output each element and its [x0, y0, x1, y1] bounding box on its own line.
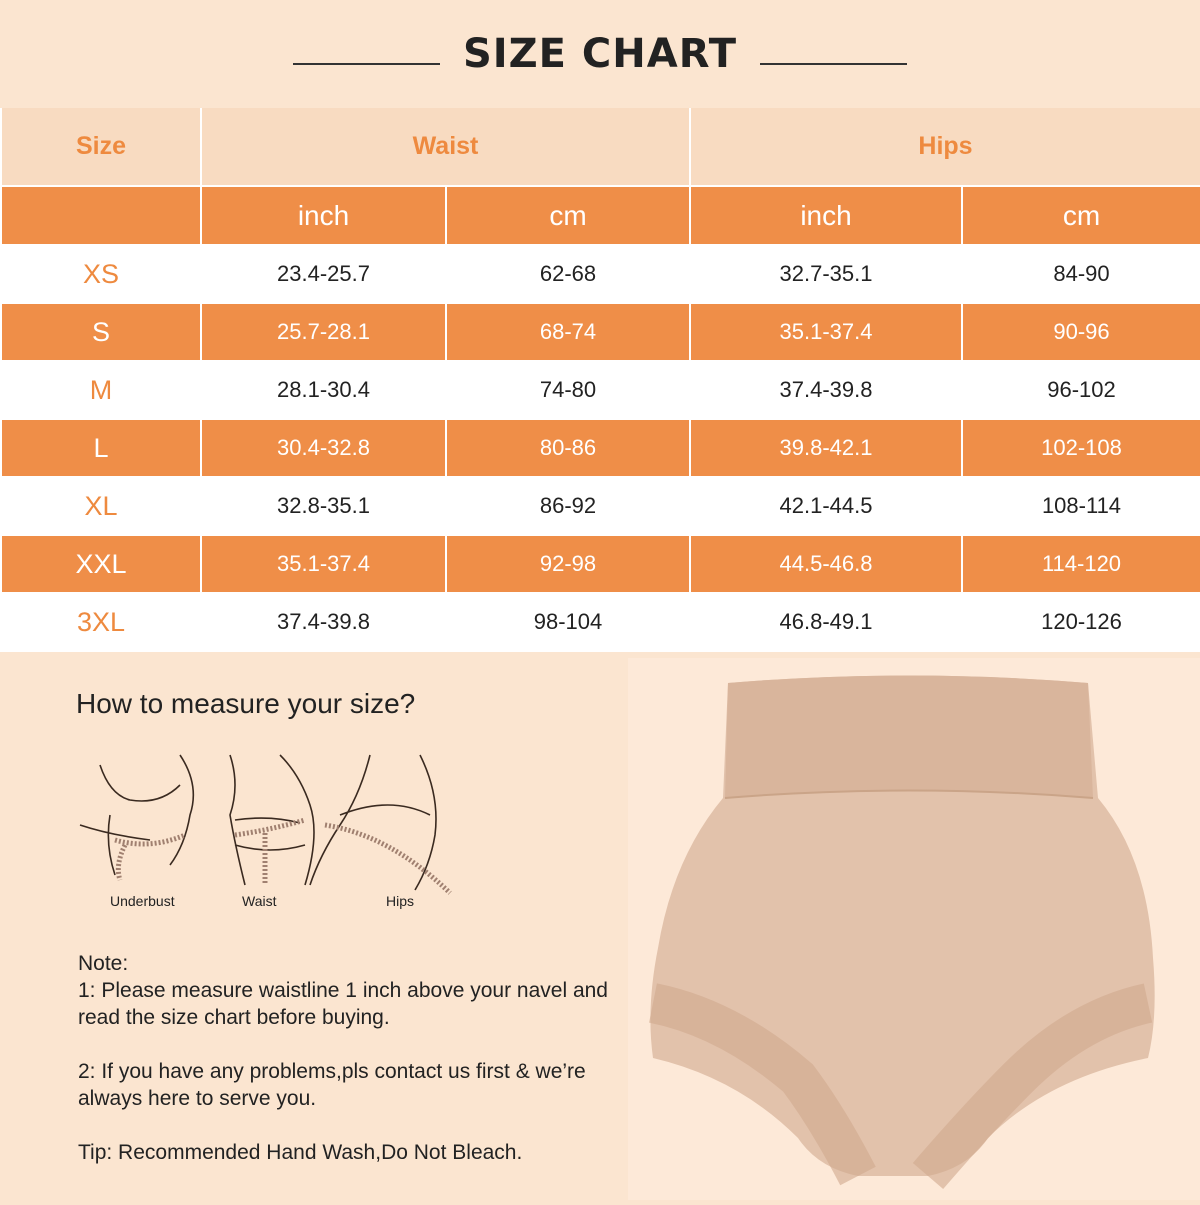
table-row: XL 32.8-35.1 86-92 42.1-44.5 108-114	[0, 476, 1200, 536]
size-cell: S	[0, 302, 202, 362]
unit-waist-inch: inch	[200, 185, 447, 246]
hips-inch-cell: 46.8-49.1	[689, 592, 963, 652]
waist-cm-cell: 98-104	[445, 592, 691, 652]
table-row: 3XL 37.4-39.8 98-104 46.8-49.1 120-126	[0, 592, 1200, 652]
header-waist: Waist	[200, 108, 691, 187]
waist-inch-cell: 37.4-39.8	[200, 592, 447, 652]
hips-cm-cell: 120-126	[961, 592, 1200, 652]
header-hips: Hips	[689, 108, 1200, 187]
waist-cm-cell: 62-68	[445, 244, 691, 304]
hips-inch-cell: 42.1-44.5	[689, 476, 963, 536]
table-row: XXL 35.1-37.4 92-98 44.5-46.8 114-120	[0, 534, 1200, 594]
waist-cm-cell: 80-86	[445, 418, 691, 478]
unit-hips-inch: inch	[689, 185, 963, 246]
hips-inch-cell: 35.1-37.4	[689, 302, 963, 362]
unit-blank	[0, 185, 202, 246]
hips-inch-cell: 39.8-42.1	[689, 418, 963, 478]
measure-heading: How to measure your size?	[76, 688, 416, 719]
unit-row: inch cm inch cm	[0, 185, 1200, 246]
waist-cm-cell: 86-92	[445, 476, 691, 536]
measure-section: How to measure your size?	[76, 688, 596, 720]
header-row: Size Waist Hips	[0, 108, 1200, 187]
size-cell: M	[0, 360, 202, 420]
title-divider-right	[760, 63, 907, 65]
title-divider-left	[293, 63, 440, 65]
page-title: SIZE CHART	[462, 31, 738, 77]
waist-inch-cell: 25.7-28.1	[200, 302, 447, 362]
hips-cm-cell: 90-96	[961, 302, 1200, 362]
hips-cm-cell: 84-90	[961, 244, 1200, 304]
hips-inch-cell: 44.5-46.8	[689, 534, 963, 594]
hips-inch-cell: 32.7-35.1	[689, 244, 963, 304]
waist-inch-cell: 28.1-30.4	[200, 360, 447, 420]
table-row: M 28.1-30.4 74-80 37.4-39.8 96-102	[0, 360, 1200, 420]
size-table: Size Waist Hips inch cm inch cm XS 23.4-2…	[0, 108, 1200, 652]
unit-hips-cm: cm	[961, 185, 1200, 246]
title-bar: SIZE CHART	[0, 0, 1200, 108]
header-size: Size	[0, 108, 202, 187]
measure-illustration: Underbust Waist Hips	[70, 745, 470, 925]
waist-inch-cell: 35.1-37.4	[200, 534, 447, 594]
product-photo	[628, 658, 1200, 1200]
hips-inch-cell: 37.4-39.8	[689, 360, 963, 420]
waist-cm-cell: 68-74	[445, 302, 691, 362]
hips-cm-cell: 102-108	[961, 418, 1200, 478]
size-cell: XL	[0, 476, 202, 536]
hips-cm-cell: 114-120	[961, 534, 1200, 594]
size-cell: XS	[0, 244, 202, 304]
size-cell: L	[0, 418, 202, 478]
unit-waist-cm: cm	[445, 185, 691, 246]
note-tip: Tip: Recommended Hand Wash,Do Not Bleach…	[78, 1141, 523, 1164]
waist-inch-cell: 30.4-32.8	[200, 418, 447, 478]
label-waist: Waist	[242, 893, 277, 909]
briefs-image	[648, 675, 1155, 1190]
body-measure-drawings	[79, 754, 452, 895]
notes: Note: 1: Please measure waistline 1 inch…	[78, 950, 618, 1193]
table-row: L 30.4-32.8 80-86 39.8-42.1 102-108	[0, 418, 1200, 478]
hips-cm-cell: 108-114	[961, 476, 1200, 536]
size-cell: XXL	[0, 534, 202, 594]
waist-inch-cell: 32.8-35.1	[200, 476, 447, 536]
label-hips: Hips	[386, 893, 415, 909]
note-1: 1: Please measure waistline 1 inch above…	[78, 979, 608, 1029]
table-row: S 25.7-28.1 68-74 35.1-37.4 90-96	[0, 302, 1200, 362]
label-underbust: Underbust	[110, 893, 175, 909]
note-label: Note:	[78, 952, 129, 975]
size-cell: 3XL	[0, 592, 202, 652]
waist-cm-cell: 92-98	[445, 534, 691, 594]
waist-cm-cell: 74-80	[445, 360, 691, 420]
hips-cm-cell: 96-102	[961, 360, 1200, 420]
table-row: XS 23.4-25.7 62-68 32.7-35.1 84-90	[0, 244, 1200, 304]
waist-inch-cell: 23.4-25.7	[200, 244, 447, 304]
note-2: 2: If you have any problems,pls contact …	[78, 1060, 586, 1110]
